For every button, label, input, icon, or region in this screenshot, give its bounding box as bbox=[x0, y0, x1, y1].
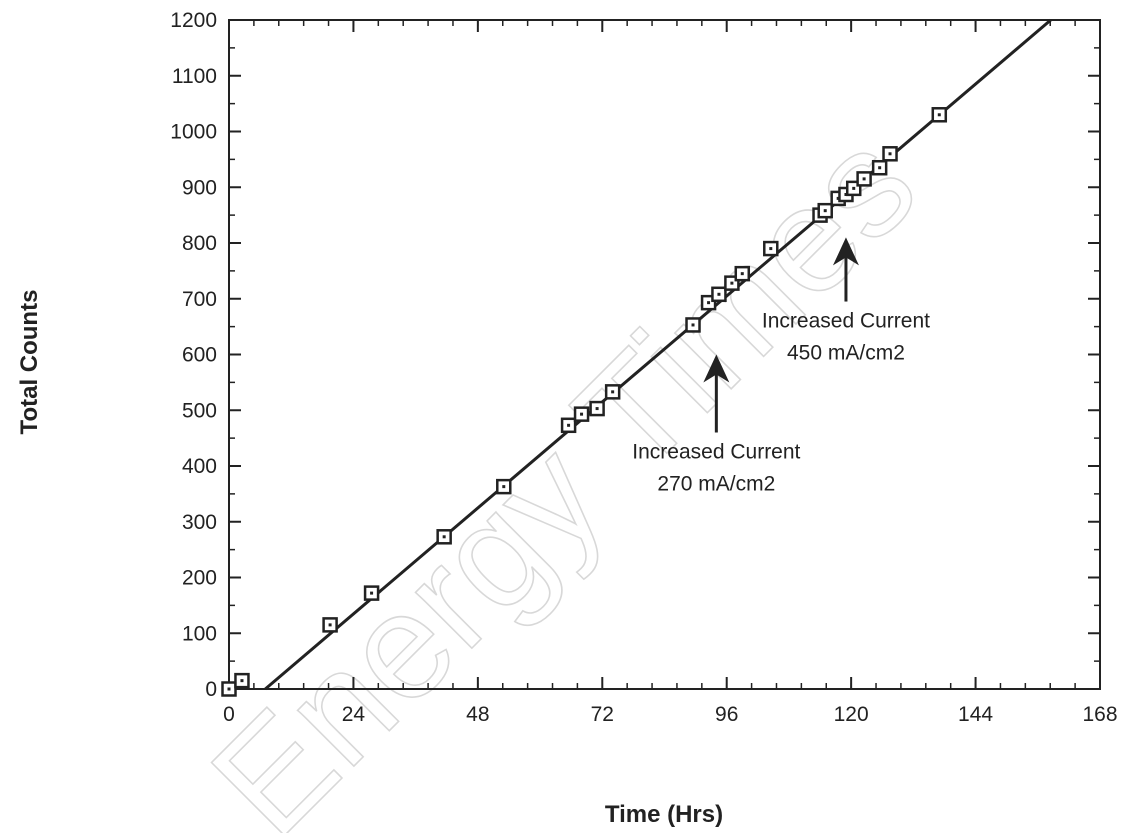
data-point-center bbox=[370, 591, 374, 595]
data-point-center bbox=[852, 186, 856, 190]
x-tick-label: 72 bbox=[591, 703, 614, 726]
data-point-center bbox=[595, 407, 599, 411]
annotations: Increased Current 270 mA/cm2 Increased Cur… bbox=[632, 237, 930, 496]
y-tick-label: 600 bbox=[182, 344, 217, 367]
data-point-center bbox=[740, 272, 744, 276]
data-point-center bbox=[328, 623, 332, 627]
data-point-center bbox=[888, 152, 892, 156]
annotation-label: Increased Current bbox=[762, 310, 930, 333]
x-axis-title: Time (Hrs) bbox=[605, 801, 723, 828]
annotation-arrow-head bbox=[703, 354, 730, 383]
data-point-center bbox=[730, 281, 734, 285]
y-tick-label: 100 bbox=[182, 622, 217, 645]
x-tick-label: 144 bbox=[958, 703, 993, 726]
y-tick-label: 1100 bbox=[172, 65, 217, 88]
data-point-center bbox=[691, 323, 695, 327]
data-points bbox=[221, 107, 948, 697]
x-tick-label: 120 bbox=[834, 703, 869, 726]
data-point-center bbox=[717, 292, 721, 296]
y-tick-label: 1000 bbox=[170, 121, 217, 144]
y-tick-label: 800 bbox=[182, 232, 217, 255]
data-point-center bbox=[580, 412, 584, 416]
data-point-center bbox=[567, 423, 571, 427]
annotation-arrow-head bbox=[832, 237, 859, 266]
y-tick-label: 500 bbox=[182, 399, 217, 422]
y-tick-label: 400 bbox=[182, 455, 217, 478]
data-point-center bbox=[769, 247, 773, 251]
y-tick-label: 900 bbox=[182, 176, 217, 199]
annotation-label: Increased Current bbox=[632, 441, 800, 464]
y-tick-label: 1200 bbox=[170, 9, 217, 32]
x-tick-label: 48 bbox=[466, 703, 489, 726]
x-tick-label: 96 bbox=[715, 703, 738, 726]
fit-line bbox=[264, 18, 1052, 691]
x-tick-label: 24 bbox=[342, 703, 366, 726]
y-tick-label: 300 bbox=[182, 511, 217, 534]
x-axis-ticks: 0 24 48 72 96 120 144 168 bbox=[223, 20, 1118, 726]
data-point-center bbox=[836, 196, 840, 200]
data-point-center bbox=[862, 177, 866, 181]
data-point-center bbox=[823, 209, 827, 213]
y-tick-label: 700 bbox=[182, 288, 217, 311]
data-point-center bbox=[611, 390, 615, 394]
y-tick-label: 0 bbox=[205, 678, 217, 701]
y-axis-title: Total Counts bbox=[16, 290, 43, 435]
x-tick-label: 0 bbox=[223, 703, 235, 726]
data-point-center bbox=[707, 301, 711, 305]
data-point-center bbox=[442, 535, 446, 539]
data-point-center bbox=[227, 687, 231, 691]
x-tick-label: 168 bbox=[1082, 703, 1117, 726]
y-axis-ticks: 0 100 200 300 400 500 600 700 800 900 1000 1100 1200 bbox=[170, 9, 1100, 701]
annotation-label: 450 mA/cm2 bbox=[787, 342, 905, 365]
annotation-label: 270 mA/cm2 bbox=[657, 473, 775, 496]
data-point-center bbox=[878, 166, 882, 170]
data-point-center bbox=[844, 192, 848, 196]
data-point-center bbox=[502, 485, 506, 489]
y-tick-label: 200 bbox=[182, 567, 217, 590]
data-point-center bbox=[240, 679, 244, 683]
data-point-center bbox=[937, 113, 941, 117]
